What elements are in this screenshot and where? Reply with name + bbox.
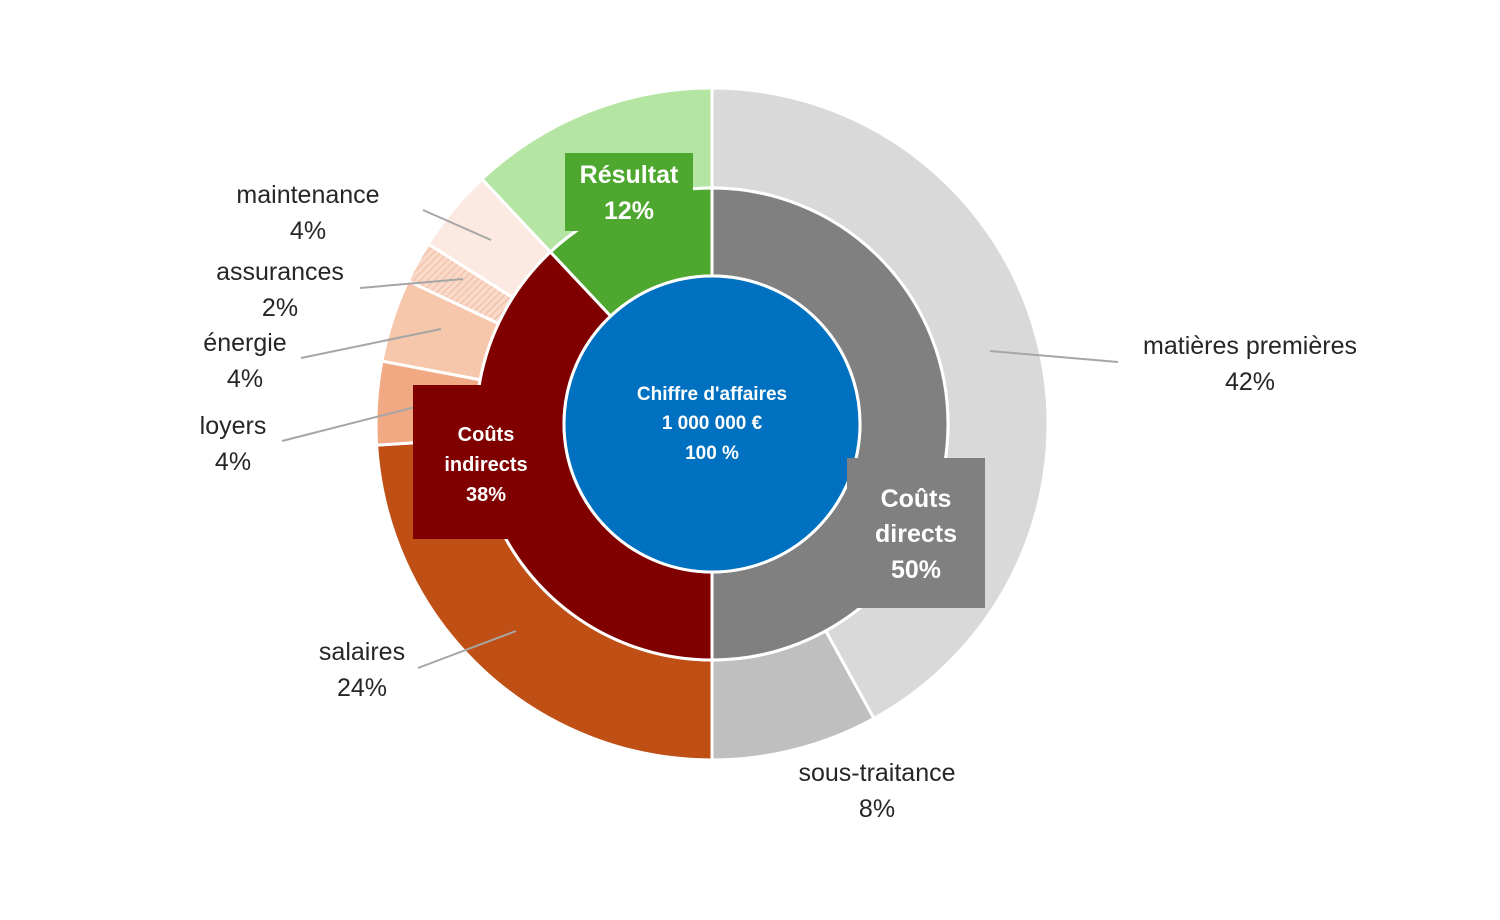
center-disc: [562, 274, 862, 574]
outer-label-salaires-name: salaires: [319, 638, 405, 666]
inner-label-directs-pct: 50%: [891, 556, 941, 584]
inner-label-resultat-name: Résultat: [580, 161, 679, 189]
outer-label-loyers: loyers 4%: [200, 412, 267, 476]
outer-label-maintenance-name: maintenance: [236, 181, 379, 209]
label-box-resultat: Résultat 12%: [565, 153, 693, 231]
outer-label-sous-traitance-name: sous-traitance: [798, 759, 955, 787]
label-box-couts-indirects: Coûts indirects 38%: [413, 385, 559, 539]
outer-label-salaires: salaires 24%: [319, 638, 405, 702]
leader-energie: [300, 328, 442, 359]
outer-label-matieres-pct: 42%: [1225, 368, 1275, 396]
outer-label-matieres: matières premières 42%: [1143, 332, 1357, 396]
outer-label-energie: énergie 4%: [203, 329, 286, 393]
inner-label-resultat-pct: 12%: [604, 197, 654, 225]
inner-label-directs-word2: directs: [875, 520, 957, 548]
leader-matieres: [989, 350, 1119, 363]
inner-label-directs-word1: Coûts: [881, 485, 952, 513]
outer-label-assurances: assurances 2%: [216, 258, 344, 322]
leader-lines: [281, 209, 1119, 669]
outer-label-energie-pct: 4%: [227, 365, 263, 393]
center-percent: 100 %: [685, 443, 739, 464]
outer-label-matieres-name: matières premières: [1143, 332, 1357, 360]
outer-label-loyers-pct: 4%: [215, 448, 251, 476]
label-box-couts-directs: Coûts directs 50%: [847, 458, 985, 608]
outer-label-maintenance: maintenance 4%: [236, 181, 379, 245]
leader-loyers: [281, 403, 428, 442]
outer-label-assurances-name: assurances: [216, 258, 344, 286]
leader-salaires: [417, 630, 517, 669]
center-title: Chiffre d'affaires: [637, 384, 787, 405]
outer-label-maintenance-pct: 4%: [290, 217, 326, 245]
inner-label-indirects-pct: 38%: [466, 484, 506, 506]
outer-label-salaires-pct: 24%: [337, 674, 387, 702]
outer-label-energie-name: énergie: [203, 329, 286, 357]
leader-maintenance: [422, 209, 492, 241]
center-value: 1 000 000 €: [662, 413, 763, 434]
inner-label-indirects-word1: Coûts: [458, 424, 515, 446]
outer-label-sous-traitance: sous-traitance 8%: [798, 759, 955, 823]
leader-assurances: [359, 278, 464, 289]
inner-label-indirects-word2: indirects: [444, 454, 527, 476]
outer-label-assurances-pct: 2%: [262, 294, 298, 322]
outer-label-sous-traitance-pct: 8%: [859, 795, 895, 823]
outer-label-loyers-name: loyers: [200, 412, 267, 440]
